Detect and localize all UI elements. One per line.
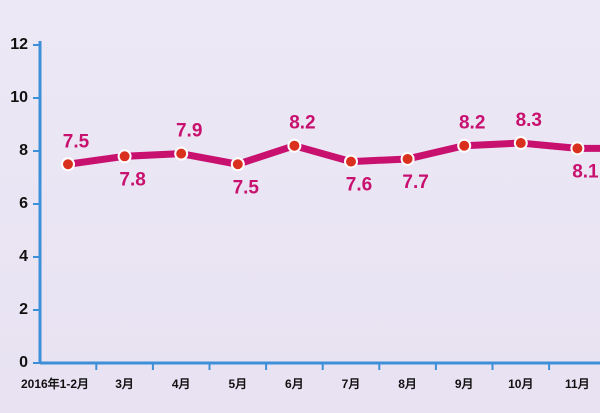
- point: [174, 146, 189, 161]
- x-tick-label: 8月: [398, 377, 417, 391]
- value-label: 7.5: [63, 131, 90, 152]
- x-tick-label: 5月: [228, 377, 247, 391]
- point: [344, 154, 358, 169]
- y-tick-label: 8: [19, 142, 28, 159]
- y-tick-label: 6: [19, 195, 28, 212]
- point: [513, 136, 528, 151]
- x-tick-label: 10月: [508, 377, 533, 391]
- point: [117, 149, 132, 164]
- y-tick-label: 12: [10, 36, 28, 53]
- y-tick-label: 0: [19, 354, 28, 371]
- value-label: 7.6: [346, 175, 372, 196]
- y-tick-label: 10: [10, 89, 28, 106]
- point: [230, 157, 245, 172]
- point: [457, 138, 472, 153]
- value-label: 8.2: [459, 113, 485, 134]
- point: [61, 157, 75, 172]
- x-tick-label: 7月: [342, 377, 361, 391]
- x-tick-label: 2016年1-2月: [21, 376, 89, 391]
- value-label: 7.7: [402, 172, 428, 193]
- point: [400, 151, 415, 166]
- x-tick-label: 3月: [115, 377, 134, 391]
- value-label: 7.5: [233, 177, 260, 198]
- x-tick-label: 9月: [455, 377, 474, 391]
- x-tick-label: 11月: [565, 377, 590, 391]
- y-tick-label: 4: [19, 248, 28, 265]
- point: [287, 138, 302, 153]
- value-label: 8.1: [572, 161, 599, 182]
- value-label: 8.2: [289, 113, 315, 134]
- point: [570, 141, 585, 156]
- value-label: 8.3: [516, 110, 542, 131]
- y-tick-label: 2: [19, 301, 28, 318]
- value-label: 7.9: [176, 121, 202, 142]
- x-tick-label: 4月: [172, 377, 191, 391]
- value-label: 7.8: [119, 169, 145, 190]
- x-tick-label: 6月: [285, 377, 304, 391]
